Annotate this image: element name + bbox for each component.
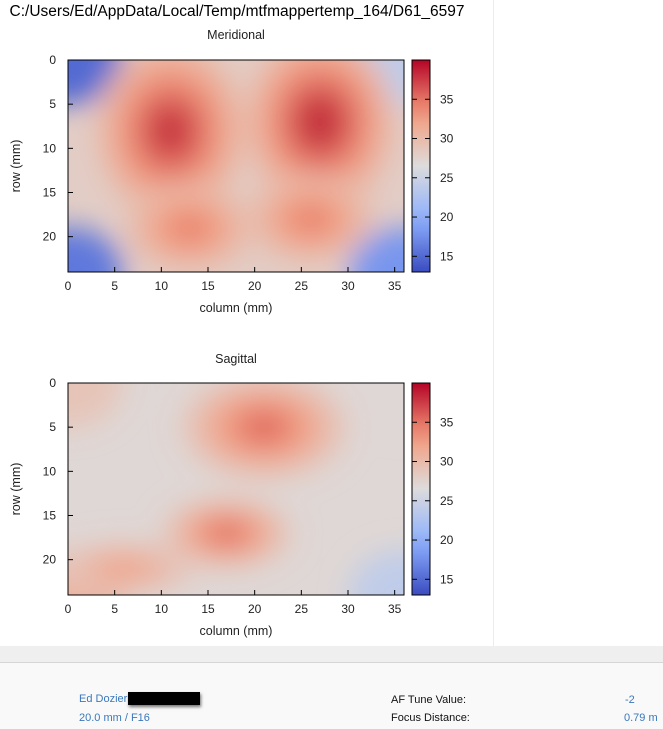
x-tick-label: 5	[111, 279, 118, 293]
y-tick-label: 5	[49, 420, 56, 434]
x-tick-label: 0	[65, 602, 72, 616]
divider-strip	[0, 646, 663, 663]
info-panel: Ed Dozier 20.0 mm / F16 AF Tune Value: -…	[0, 663, 663, 729]
y-tick-label: 10	[43, 464, 57, 478]
y-tick-label: 20	[43, 230, 57, 244]
colorbar-tick-label: 30	[440, 132, 454, 146]
colorbar-tick-label: 20	[440, 210, 454, 224]
x-tick-label: 20	[248, 602, 262, 616]
redaction-bar	[128, 692, 200, 705]
right-empty-panel	[493, 0, 663, 646]
figure: C:/Users/Ed/AppData/Local/Temp/mtfmapper…	[9, 3, 465, 638]
x-tick-label: 20	[248, 279, 262, 293]
colorbar-gradient	[411, 59, 431, 273]
heatmap-corner	[349, 550, 404, 595]
x-tick-label: 25	[295, 279, 309, 293]
heatmap-corner	[68, 227, 123, 272]
heatmap-corner	[349, 383, 404, 428]
x-tick-label: 30	[341, 279, 355, 293]
y-tick-label: 10	[43, 141, 57, 155]
x-tick-label: 15	[201, 279, 215, 293]
heatmap-blob	[161, 497, 292, 569]
colorbar-tick-label: 15	[440, 572, 454, 586]
heatmap-blob	[96, 60, 246, 219]
colorbar-tick-label: 20	[440, 533, 454, 547]
focus-distance-label: Focus Distance:	[391, 712, 470, 724]
photographer-name: Ed Dozier	[79, 693, 128, 705]
x-tick-label: 25	[295, 602, 309, 616]
y-tick-label: 0	[49, 53, 56, 67]
file-title: C:/Users/Ed/AppData/Local/Temp/mtfmapper…	[10, 3, 465, 20]
x-tick-label: 5	[111, 602, 118, 616]
y-axis-label: row (mm)	[9, 463, 23, 516]
x-tick-label: 10	[155, 602, 169, 616]
colorbar: 15 20 25 30 35	[411, 59, 454, 273]
y-tick-label: 15	[43, 509, 57, 523]
x-tick-label: 30	[341, 602, 355, 616]
heatmap-blob	[245, 174, 376, 264]
chart-title: Meridional	[207, 28, 265, 42]
x-tick-label: 35	[388, 602, 402, 616]
heatmap-corner	[68, 60, 123, 105]
colorbar-tick-label: 35	[440, 92, 454, 106]
heatmap-corner	[349, 227, 404, 272]
heatmap-blob	[123, 183, 255, 272]
colorbar-tick-label: 15	[440, 249, 454, 263]
af-tune-label: AF Tune Value:	[391, 694, 467, 706]
colorbar: 15 20 25 30 35	[411, 382, 454, 596]
x-tick-label: 0	[65, 279, 72, 293]
y-tick-label: 0	[49, 376, 56, 390]
heatmap-corner	[68, 383, 123, 428]
focus-distance-value: 0.79 m	[624, 712, 658, 724]
x-axis-label: column (mm)	[200, 301, 273, 315]
colorbar-tick-label: 25	[440, 494, 454, 508]
x-tick-label: 10	[155, 279, 169, 293]
heatmap-blob	[68, 542, 199, 595]
plot-area: C:/Users/Ed/AppData/Local/Temp/mtfmapper…	[9, 3, 465, 638]
heatmap-blob	[245, 60, 395, 211]
x-tick-label: 15	[201, 602, 215, 616]
plot-frame	[67, 382, 405, 596]
colorbar-tick-label: 25	[440, 171, 454, 185]
colorbar-tick-label: 35	[440, 415, 454, 429]
heatmap-panel: Meridional 0 5 10 15 20 25 30 35 0 5 10 15 20 column (…	[9, 28, 454, 315]
y-axis-label: row (mm)	[9, 140, 23, 193]
y-tick-label: 20	[43, 553, 57, 567]
y-tick-label: 5	[49, 97, 56, 111]
heatmap-panel: Sagittal 0 5 10 15 20 25 30 35 0 5 10 15 20 column (mm…	[9, 352, 454, 638]
y-tick-label: 15	[43, 186, 57, 200]
colorbar-gradient	[411, 382, 431, 596]
af-tune-value: -2	[625, 694, 635, 706]
plot-frame	[67, 59, 405, 273]
x-axis-label: column (mm)	[200, 624, 273, 638]
heatmap-blob	[180, 383, 348, 481]
chart-title: Sagittal	[215, 352, 257, 366]
lens-info: 20.0 mm / F16	[79, 712, 150, 724]
x-tick-label: 35	[388, 279, 402, 293]
colorbar-tick-label: 30	[440, 455, 454, 469]
